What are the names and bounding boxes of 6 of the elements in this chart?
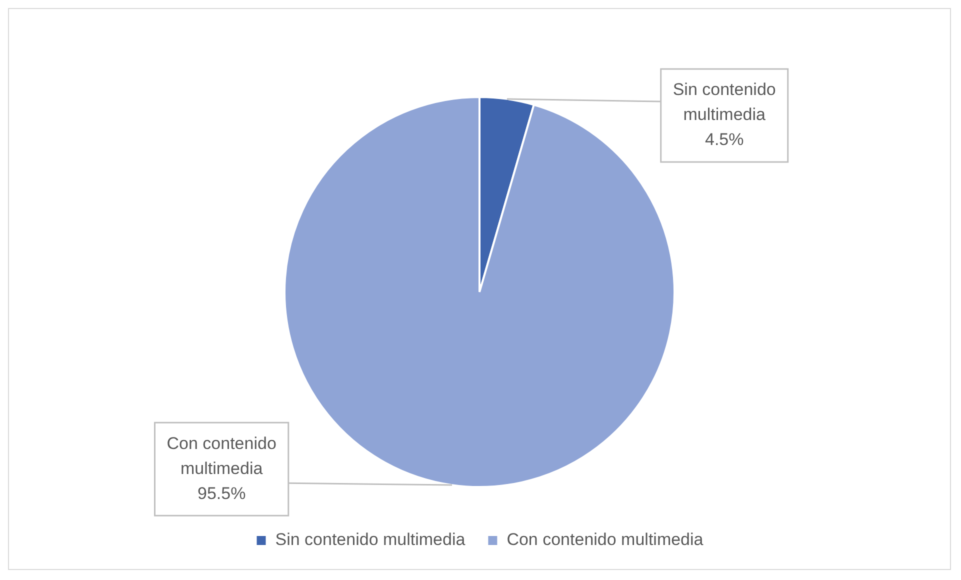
- data-label: 4.5%: [704, 130, 744, 150]
- legend-label: Sin contenido multimedia: [275, 530, 466, 550]
- data-label: 95.5%: [197, 484, 246, 503]
- legend-label: Con contenido multimedia: [506, 530, 704, 550]
- slice-label: Con contenido multimedia: [166, 434, 276, 478]
- slice-label: Sin contenido multimedia: [672, 80, 776, 124]
